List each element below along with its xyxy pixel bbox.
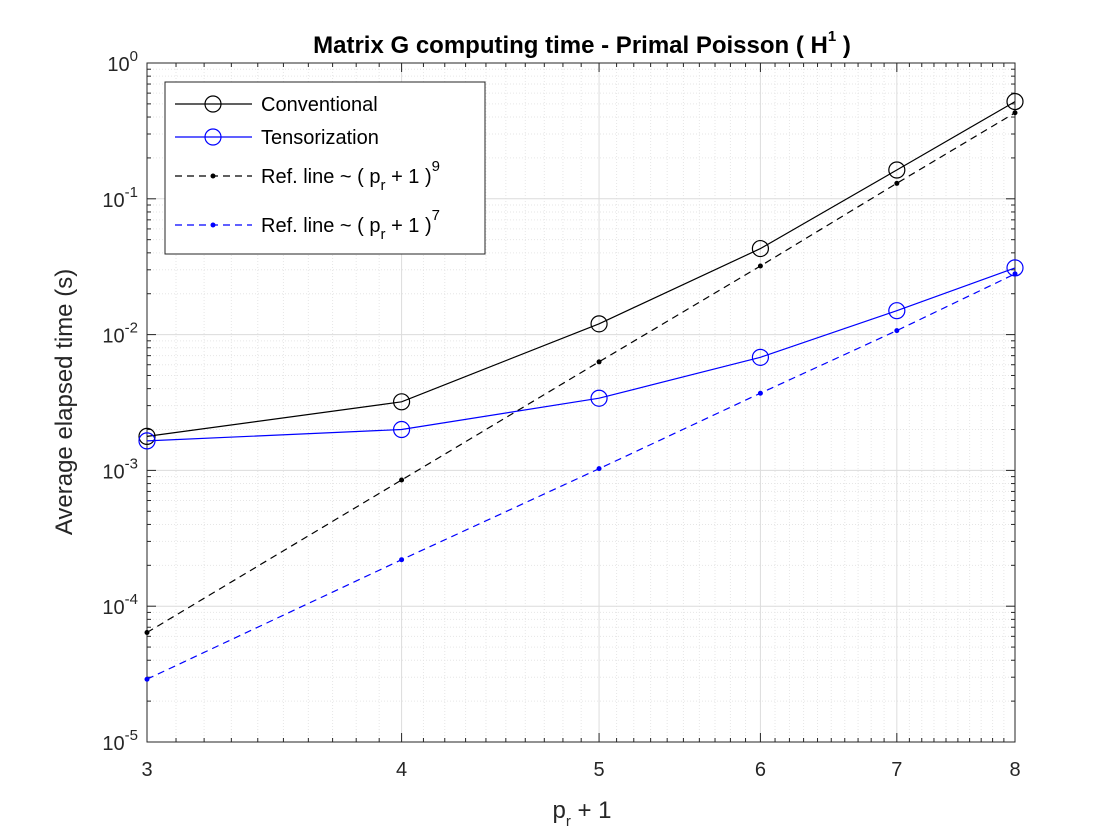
data-point [399,477,405,483]
y-axis-label: Average elapsed time (s) [51,269,78,535]
data-point [757,390,763,396]
legend-marker [204,95,222,113]
data-point [590,389,608,407]
x-tick-label: 4 [396,759,407,781]
legend-label: Ref. line ~ ( pr + 1 )9 [261,158,440,194]
chart-title: Matrix G computing time - Primal Poisson… [313,28,851,59]
data-point [894,180,900,186]
data-point [392,393,411,411]
x-tick-label: 8 [1009,759,1020,781]
x-axis-label: pr + 1 [552,797,611,830]
data-point [894,328,900,334]
x-tick-label: 3 [141,759,152,781]
legend-entry-3: Ref. line ~ ( pr + 1 )7 [175,207,440,243]
data-point [1012,110,1018,116]
legend-label: Tensorization [261,127,379,149]
series-line [146,267,1016,442]
data-point [757,263,763,269]
data-point [138,432,156,450]
y-tick-label: 10-4 [102,591,138,619]
legend-marker [210,173,216,179]
legend-label: Conventional [261,94,378,116]
data-point [399,557,405,563]
legend: Conventional Tensorization Ref. line ~ ( p… [164,81,486,255]
data-point [144,676,150,682]
y-tick-labels: 10-5 10-4 10-3 10-2 10-1 100 [102,48,138,755]
x-tick-label: 6 [755,759,766,781]
data-point [888,302,906,320]
data-point [751,348,770,366]
data-point [1006,92,1024,111]
data-point [144,630,150,636]
legend-entry-1: Tensorization [175,127,379,149]
y-tick-label: 10-2 [102,320,138,348]
series-line [146,101,1016,437]
data-point [751,239,770,258]
x-tick-label: 7 [891,759,902,781]
series-0 [138,92,1024,445]
legend-marker [204,128,222,146]
y-tick-label: 10-5 [102,727,138,755]
y-tick-label: 100 [107,48,138,76]
series-3 [144,271,1018,682]
data-point [888,161,906,179]
data-point [138,427,156,445]
data-point [1012,271,1018,277]
y-tick-label: 10-1 [102,184,138,212]
series-layer [138,92,1024,682]
x-tick-labels: 3 4 5 6 7 8 [141,759,1020,781]
legend-entry-0: Conventional [175,94,378,116]
x-tick-label: 5 [594,759,605,781]
legend-entry-2: Ref. line ~ ( pr + 1 )9 [175,158,440,194]
data-point [596,359,602,365]
legend-marker [210,222,216,228]
series-line [146,273,1016,680]
data-point [590,315,608,333]
legend-label: Ref. line ~ ( pr + 1 )7 [261,207,440,243]
data-point [392,420,411,439]
data-point [596,466,602,472]
y-tick-label: 10-3 [102,455,138,483]
series-2 [144,110,1018,636]
tick-marks [146,62,1016,743]
